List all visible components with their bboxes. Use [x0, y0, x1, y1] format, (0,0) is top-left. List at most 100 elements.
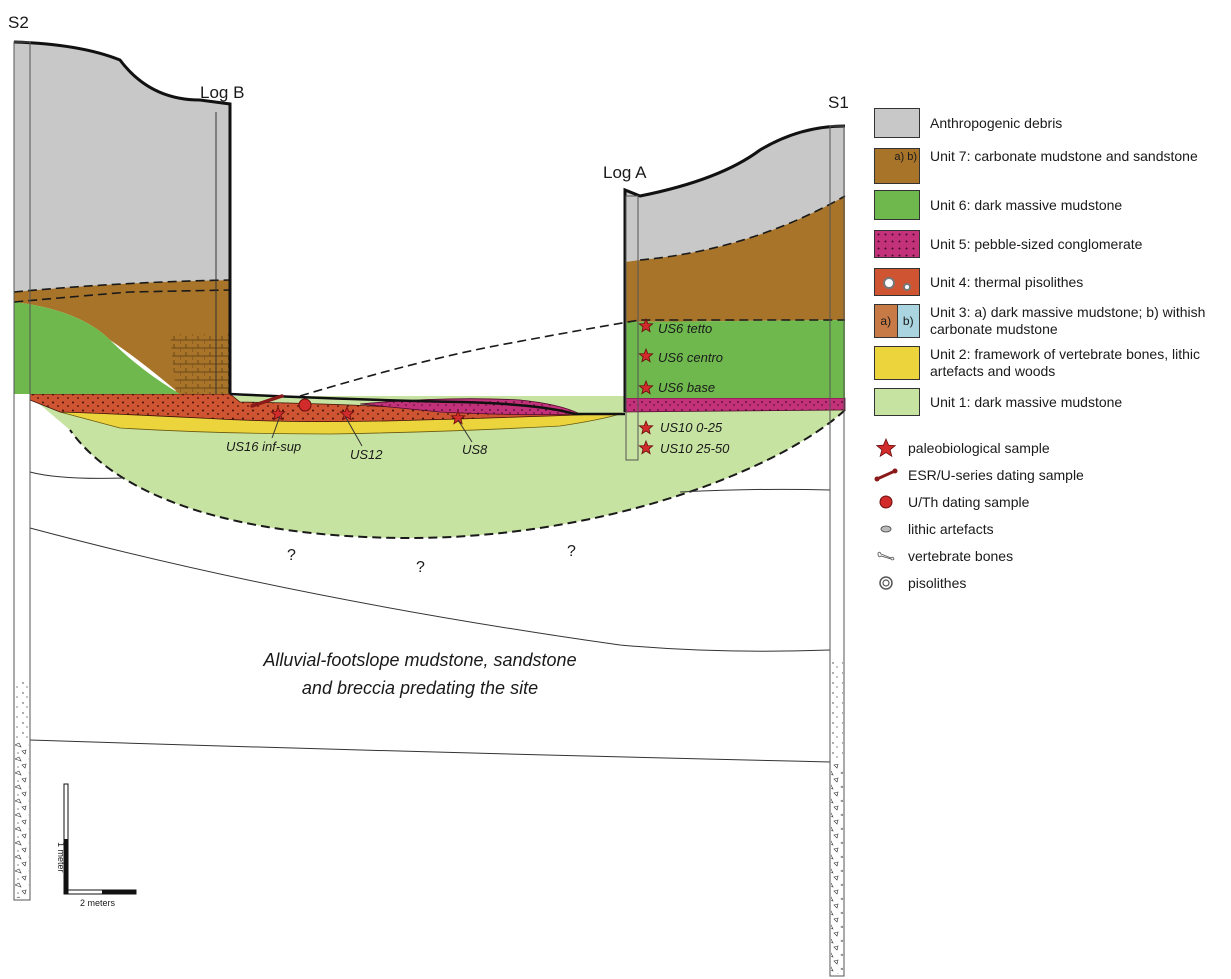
legend-symbol-row: paleobiological sample: [874, 434, 1226, 461]
s2-sand-segment: [15, 680, 29, 740]
left-boundary-7: [13, 279, 231, 293]
legend-unit-label: Unit 6: dark massive mudstone: [930, 197, 1123, 213]
legend-swatch: [874, 190, 920, 220]
left-unit-7-carbonate: [170, 334, 230, 394]
us6-centro-star-icon: [638, 347, 654, 363]
us6-base-star-icon: [638, 379, 654, 395]
us8-star-icon: [450, 409, 466, 425]
scale-vertical-label: 1 meter: [56, 842, 66, 873]
s1-breccia-segment: [831, 764, 843, 974]
log-a-label: Log A: [603, 163, 647, 182]
s1-sand-segment: [831, 660, 843, 760]
scale-bar-horizontal-fill: [102, 890, 136, 894]
legend-swatch: [874, 230, 920, 258]
legend-unit-row: Unit 2: framework of vertebrate bones, l…: [874, 346, 1226, 380]
alluvial-line-diagonal: [29, 527, 831, 652]
legend-symbol-label: vertebrate bones: [908, 547, 1014, 564]
legend-symbol-row: vertebrate bones: [874, 542, 1226, 569]
unit-6-dashed-link: [299, 319, 845, 397]
right-boundary-7: [639, 195, 846, 261]
legend-symbol-row: pisolithes: [874, 569, 1226, 596]
unit-5-layer: [359, 398, 581, 416]
scale-bar-vertical-fill: [64, 839, 68, 894]
us10-0-25-star-icon: [638, 419, 654, 435]
legend-unit-label: Unit 2: framework of vertebrate bones, l…: [930, 346, 1201, 379]
legend-unit-row: a) b) Unit 7: carbonate mudstone and sand…: [874, 148, 1198, 184]
esr-sample-bone: [250, 394, 284, 408]
us8-leader: [457, 419, 473, 443]
log-b-label: Log B: [200, 83, 244, 102]
question-mark-3: ?: [567, 543, 576, 560]
predating-text-line1: Alluvial-footslope mudstone, sandstone: [262, 650, 576, 670]
predating-text-line2: and breccia predating the site: [302, 678, 538, 698]
us6-base-label: US6 base: [658, 380, 715, 395]
legend-swatch: [874, 388, 920, 416]
us10-25-50-star-icon: [638, 439, 654, 455]
legend-unit-label: Unit 1: dark massive mudstone: [930, 394, 1123, 410]
legend-symbol-label: lithic artefacts: [908, 520, 994, 537]
right-debris: [625, 126, 845, 262]
scale-horizontal-label: 2 meters: [80, 898, 116, 908]
right-unit-7: [625, 196, 845, 322]
s2-log-column: [13, 41, 31, 901]
us8-label: US8: [462, 442, 488, 457]
question-mark-2: ?: [416, 559, 425, 576]
pit-bottom-line: [229, 392, 625, 416]
legend-unit-label: Unit 4: thermal pisolithes: [930, 274, 1084, 290]
star-icon: [874, 437, 898, 458]
legend-unit-label: Unit 7: carbonate mudstone and sandstone: [930, 148, 1198, 164]
legend-symbol-row: U/Th dating sample: [874, 488, 1226, 515]
legend-symbol-label: U/Th dating sample: [908, 493, 1030, 510]
left-debris: [14, 42, 230, 292]
vertebrate-bone-icon: [874, 546, 898, 566]
us6-tetto-label: US6 tetto: [658, 321, 712, 336]
left-top-outline: [13, 40, 232, 394]
legend-swatch: [874, 268, 920, 296]
legend-symbol-row: ESR/U-series dating sample: [874, 461, 1226, 488]
legend-swatch: a) b): [874, 304, 920, 338]
legend-symbol-label: paleobiological sample: [908, 439, 1050, 456]
alluvial-line-lower: [29, 739, 831, 763]
legend-swatch: [874, 108, 920, 138]
legend-symbols: paleobiological sample ESR/U-series datin…: [874, 434, 1226, 596]
legend-symbol-row: lithic artefacts: [874, 515, 1226, 542]
us12-leader: [344, 415, 363, 447]
legend-swatch: a) b): [874, 148, 920, 184]
s1-log-column: [829, 125, 845, 977]
circle-icon: [874, 492, 898, 512]
unit-5-layer-right: [624, 397, 846, 413]
legend-unit-label: Unit 3: a) dark massive mudstone; b) wit…: [930, 304, 1206, 337]
legend-unit-row: a) b) Unit 3: a) dark massive mudstone; b)…: [874, 304, 1226, 338]
uth-sample-circle: [298, 398, 312, 412]
left-unit-6: [14, 302, 180, 394]
legend-symbol-label: pisolithes: [908, 574, 967, 591]
s2-breccia-segment: [15, 742, 29, 898]
us16-label: US16 inf-sup: [226, 439, 301, 454]
legend-unit-row: Unit 6: dark massive mudstone: [874, 190, 1122, 220]
us12-star-icon: [339, 405, 355, 421]
s2-label: S2: [8, 13, 29, 32]
us16-star-icon: [270, 405, 286, 421]
right-unit-6: [625, 320, 845, 398]
s1-label: S1: [828, 93, 849, 112]
legend-unit-row: Anthropogenic debris: [874, 108, 1062, 138]
us10-0-25-label: US10 0-25: [660, 420, 723, 435]
legend-swatch: [874, 346, 920, 380]
legend-unit3a-swatch: a): [875, 305, 897, 337]
bone-icon: [874, 465, 898, 485]
legend-unit-label: Unit 5: pebble-sized conglomerate: [930, 236, 1143, 252]
alluvial-line-right: [679, 488, 831, 493]
us16-leader: [271, 415, 281, 439]
us6-tetto-star-icon: [638, 317, 654, 333]
samples-layer: [270, 317, 654, 455]
legend-units: Anthropogenic debris a) b) Unit 7: carbona…: [874, 108, 1226, 426]
question-mark-1: ?: [287, 547, 296, 564]
right-top-outline: [623, 124, 846, 412]
legend-unit-row: Unit 1: dark massive mudstone: [874, 388, 1122, 416]
legend: Anthropogenic debris a) b) Unit 7: carbona…: [874, 108, 1226, 596]
alluvial-line-upper: [29, 471, 126, 479]
legend-unit7-marks: a) b): [894, 151, 917, 163]
us10-25-50-label: US10 25-50: [660, 441, 730, 456]
legend-unit-row: Unit 5: pebble-sized conglomerate: [874, 230, 1142, 258]
